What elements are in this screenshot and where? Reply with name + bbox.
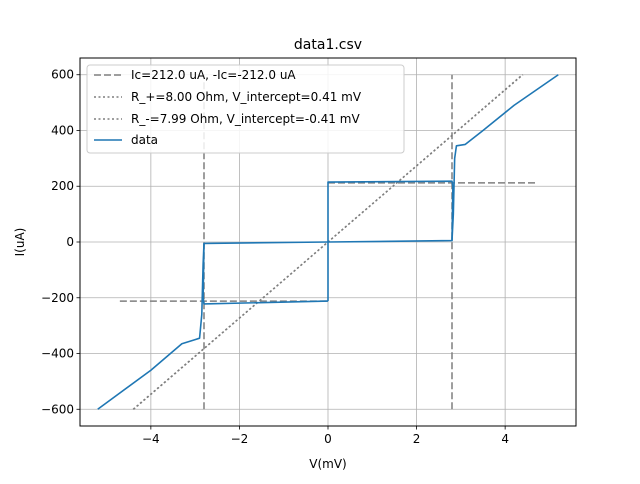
x-tick-label: 4 [501,432,509,446]
x-axis-label: V(mV) [309,457,346,471]
data-series [327,180,454,302]
x-tick-label: 0 [324,432,332,446]
x-tick-label: 2 [413,432,421,446]
data-series [202,243,329,305]
legend-label-ic: Ic=212.0 uA, -Ic=-212.0 uA [131,68,296,82]
x-tick-label: −2 [231,432,249,446]
x-tick-label: −4 [142,432,160,446]
legend-label-r-plus: R_+=8.00 Ohm, V_intercept=0.41 mV [131,90,362,104]
y-tick-label: 400 [51,123,74,137]
legend-label-data: data [131,133,158,147]
y-tick-label: −400 [41,347,74,361]
legend: Ic=212.0 uA, -Ic=-212.0 uA R_+=8.00 Ohm,… [86,64,405,154]
y-tick-label: 200 [51,179,74,193]
ticks: −4 −2 0 2 4 −600 −400 −200 0 200 400 600 [41,68,509,446]
y-tick-label: −600 [41,402,74,416]
y-tick-label: 0 [66,235,74,249]
legend-box [86,64,405,154]
y-axis-label: I(uA) [13,228,27,257]
plot-series [97,74,559,410]
y-tick-label: 600 [51,68,74,82]
chart-title: data1.csv [294,37,362,53]
y-tick-label: −200 [41,291,74,305]
legend-label-r-minus: R_-=7.99 Ohm, V_intercept=-0.41 mV [131,112,360,126]
